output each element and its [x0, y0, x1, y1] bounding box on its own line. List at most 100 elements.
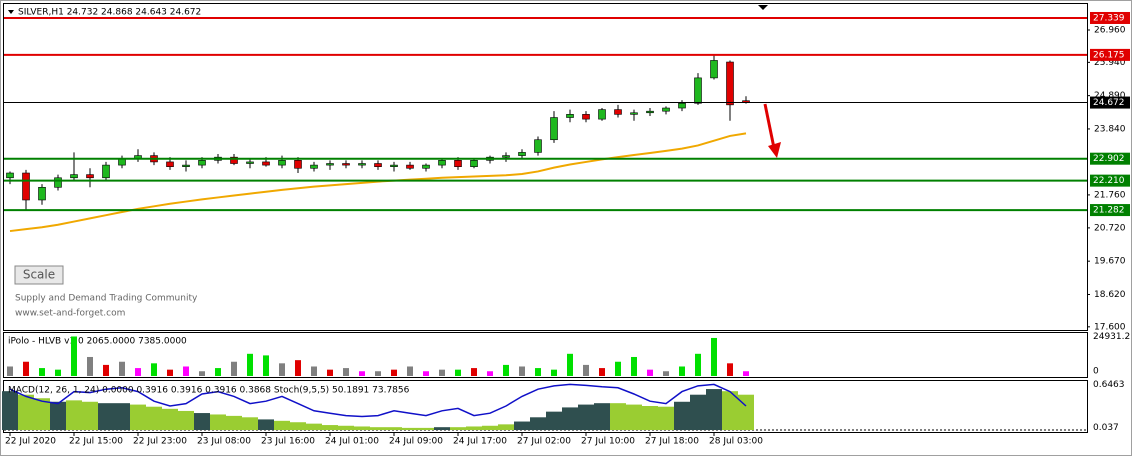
volume-tick-label: 24931.2: [1093, 332, 1130, 342]
macd-bar: [162, 408, 178, 430]
macd-bar: [450, 427, 466, 430]
volume-bar: [231, 361, 237, 376]
level-label-box: [1090, 174, 1130, 187]
macd-bar: [434, 427, 450, 430]
level-label-box: [1090, 11, 1130, 24]
candle-body: [246, 161, 254, 164]
volume-bar: [215, 368, 221, 376]
candle-body: [454, 160, 462, 167]
volume-bar: [727, 363, 733, 376]
macd-bar: [178, 410, 194, 430]
volume-bar: [455, 369, 461, 376]
volume-bar: [183, 366, 189, 376]
scale-button[interactable]: [14, 265, 64, 285]
volume-bar: [23, 361, 29, 376]
volume-bar: [199, 371, 205, 376]
panel-borders: [3, 3, 1088, 433]
volume-bar: [71, 336, 77, 376]
level-label: 26.175: [1093, 50, 1125, 60]
volume-bar: [295, 360, 301, 376]
volume-bar: [471, 368, 477, 376]
macd-bar: [626, 404, 642, 430]
candle-body: [278, 160, 286, 166]
macd-bar: [722, 391, 738, 430]
y-tick-label: 25.940: [1094, 58, 1126, 68]
y-tick-label: 23.840: [1094, 124, 1126, 134]
watermark: www.set-and-forget.com: [15, 309, 125, 319]
volume-bar: [567, 353, 573, 376]
candle-body: [678, 102, 686, 109]
level-label-box: [1090, 204, 1130, 217]
macd-bar: [338, 425, 354, 430]
candle-body: [86, 174, 94, 179]
macd-bar: [674, 401, 690, 430]
x-tick-label: 23 Jul 16:00: [261, 437, 315, 447]
volume-bar: [103, 364, 109, 376]
volume-bar: [743, 371, 749, 376]
candle-body: [598, 109, 606, 120]
macd-bar: [258, 419, 274, 430]
volume-bar: [423, 371, 429, 376]
macd-bar: [386, 427, 402, 430]
candle-body: [502, 155, 510, 158]
macd-bar: [706, 389, 722, 430]
x-tick-label: 24 Jul 09:00: [389, 437, 443, 447]
candle-body: [358, 163, 366, 166]
trend-arrow: [763, 103, 781, 158]
macd-bar: [18, 394, 34, 430]
volume-bar: [39, 368, 45, 376]
y-tick-label: 21.760: [1094, 190, 1126, 200]
candle-body: [262, 161, 270, 166]
macd-bar: [210, 414, 226, 430]
scale-button-label[interactable]: Scale: [23, 268, 55, 282]
candle-body: [374, 163, 382, 167]
volume-bar: [439, 369, 445, 376]
volume-bar: [583, 364, 589, 376]
candle-body: [22, 172, 30, 201]
x-tick-label: 27 Jul 10:00: [581, 437, 635, 447]
y-tick-label: 17.600: [1094, 322, 1126, 332]
macd-bar: [290, 422, 306, 430]
candle-body: [6, 172, 14, 179]
volume-bar: [151, 363, 157, 376]
candle-body: [342, 163, 350, 166]
level-label: 22.210: [1093, 176, 1125, 186]
volume-bar: [551, 369, 557, 376]
macd-bar: [418, 427, 434, 430]
candle-body: [566, 114, 574, 118]
volume-bar: [391, 369, 397, 376]
x-tick-label: 27 Jul 18:00: [645, 437, 699, 447]
candle-body: [694, 77, 702, 104]
level-label: 22.902: [1093, 154, 1125, 164]
macd-bar: [578, 404, 594, 430]
volume-bar: [647, 369, 653, 376]
volume-bar: [407, 366, 413, 376]
macd-bar: [34, 398, 50, 430]
y-tick-label: 20.720: [1094, 223, 1126, 233]
stoch-line: [9, 383, 747, 418]
candle-body: [182, 164, 190, 167]
candle-body: [470, 160, 478, 167]
macd-bar: [242, 417, 258, 430]
volume-bar: [87, 356, 93, 376]
macd-bar: [482, 425, 498, 430]
macd-bar: [66, 400, 82, 430]
candle-body: [422, 164, 430, 169]
macd-bar: [514, 421, 530, 430]
macd-title: MACD(12, 26, 1, 24) 0.0000 0.3916 0.3916…: [8, 386, 410, 396]
level-label-box: [1090, 96, 1130, 109]
x-tick-label: 24 Jul 17:00: [453, 437, 507, 447]
volume-bar: [167, 369, 173, 376]
x-tick-label: 22 Jul 2020: [5, 437, 56, 447]
macd-bar: [658, 406, 674, 430]
volume-bar: [55, 369, 61, 376]
macd-bar: [306, 423, 322, 430]
macd-bar: [2, 391, 18, 430]
candle-body: [630, 112, 638, 115]
volume-bar: [519, 366, 525, 376]
candle-body: [198, 160, 206, 166]
macd-bar: [130, 404, 146, 430]
x-tick-label: 27 Jul 02:00: [517, 437, 571, 447]
